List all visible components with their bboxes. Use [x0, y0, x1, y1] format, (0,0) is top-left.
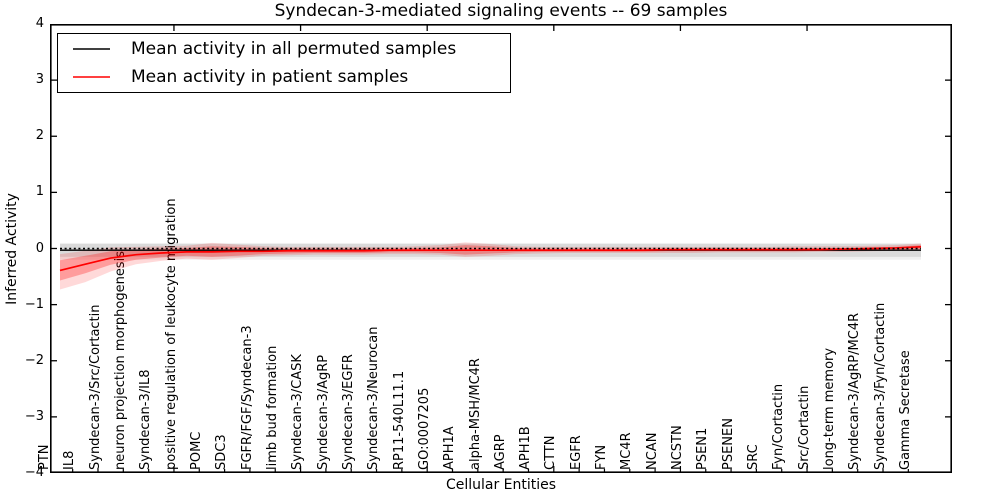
legend-item-patient: Mean activity in patient samples [58, 64, 510, 90]
y-tick-label: 2 [35, 128, 44, 144]
y-tick-label: 3 [35, 72, 44, 88]
x-tick-label: alpha-MSH/MC4R [467, 358, 483, 470]
x-tick-label: FGFR/FGF/Syndecan-3 [239, 325, 255, 470]
legend-line-patient-icon [73, 76, 110, 78]
x-tick-label: RP11-540L11.1 [391, 370, 407, 470]
band-patient-std [60, 245, 921, 281]
x-tick-label: SDC3 [214, 434, 230, 470]
legend-label-permuted: Mean activity in all permuted samples [131, 39, 457, 59]
x-tick-label: Syndecan-3/Neurocan [366, 326, 382, 470]
band-patient-range [60, 242, 921, 290]
series-line-1 [59, 245, 922, 272]
x-tick-label: Syndecan-3/AgRP [315, 354, 331, 470]
x-tick-label: CTTN [543, 435, 559, 470]
x-tick-label: PTN [37, 444, 52, 470]
x-tick-label: PSENEN [720, 418, 736, 470]
x-axis-title: Cellular Entities [445, 477, 557, 493]
x-tick-label: SRC [746, 444, 762, 470]
legend-line-permuted-icon [73, 48, 110, 50]
x-tick-label: POMC [188, 431, 204, 470]
legend-item-permuted: Mean activity in all permuted samples [58, 36, 510, 62]
chart-title: Syndecan-3-mediated signaling events -- … [274, 1, 728, 21]
x-tick-label: Fyn/Cortactin [771, 383, 787, 470]
x-tick-label: Syndecan-3/AgRP/MC4R [847, 312, 863, 470]
y-tick-label: −4 [24, 465, 44, 480]
x-tick-label: APH1B [518, 426, 534, 470]
y-tick-label: −1 [24, 296, 44, 312]
x-tick-label: MC4R [619, 432, 635, 470]
y-tick-label: 1 [35, 184, 44, 200]
x-tick-label: limb bud formation [264, 345, 280, 470]
y-tick-label: 0 [35, 240, 44, 256]
x-tick-label: AGRP [492, 434, 508, 470]
y-tick-label: 4 [35, 16, 44, 31]
x-tick-label: Src/Cortactin [796, 385, 812, 470]
band-permuted-range [60, 242, 921, 260]
legend: Mean activity in all permuted samples Me… [57, 33, 511, 93]
legend-label-patient: Mean activity in patient samples [131, 67, 409, 87]
band-permuted-std [60, 244, 921, 257]
x-tick-label: long-term memory [822, 347, 838, 470]
y-tick-label: −3 [24, 408, 44, 424]
x-tick-label: APH1A [442, 426, 458, 470]
y-tick-label: −2 [24, 352, 44, 368]
x-tick-label: NCSTN [670, 425, 686, 470]
x-tick-label: Syndecan-3/Fyn/Cortactin [872, 302, 888, 470]
x-tick-label: FYN [594, 444, 610, 470]
x-tick-label: PSEN1 [695, 427, 711, 470]
x-tick-label: neuron projection morphogenesis [112, 251, 128, 470]
x-tick-label: EGFR [568, 435, 584, 470]
x-tick-label: NCAN [644, 432, 660, 470]
x-tick-label: Syndecan-3/Src/Cortactin [87, 304, 103, 470]
x-tick-label: positive regulation of leukocyte migrati… [163, 198, 179, 470]
x-tick-label: Gamma Secretase [898, 350, 913, 470]
x-tick-label: Syndecan-3/IL8 [138, 369, 154, 470]
x-tick-label: Syndecan-3/EGFR [340, 354, 356, 470]
x-tick-label: IL8 [62, 450, 78, 470]
x-tick-label: GO:0007205 [416, 387, 432, 470]
x-tick-label: Syndecan-3/CASK [290, 354, 306, 470]
